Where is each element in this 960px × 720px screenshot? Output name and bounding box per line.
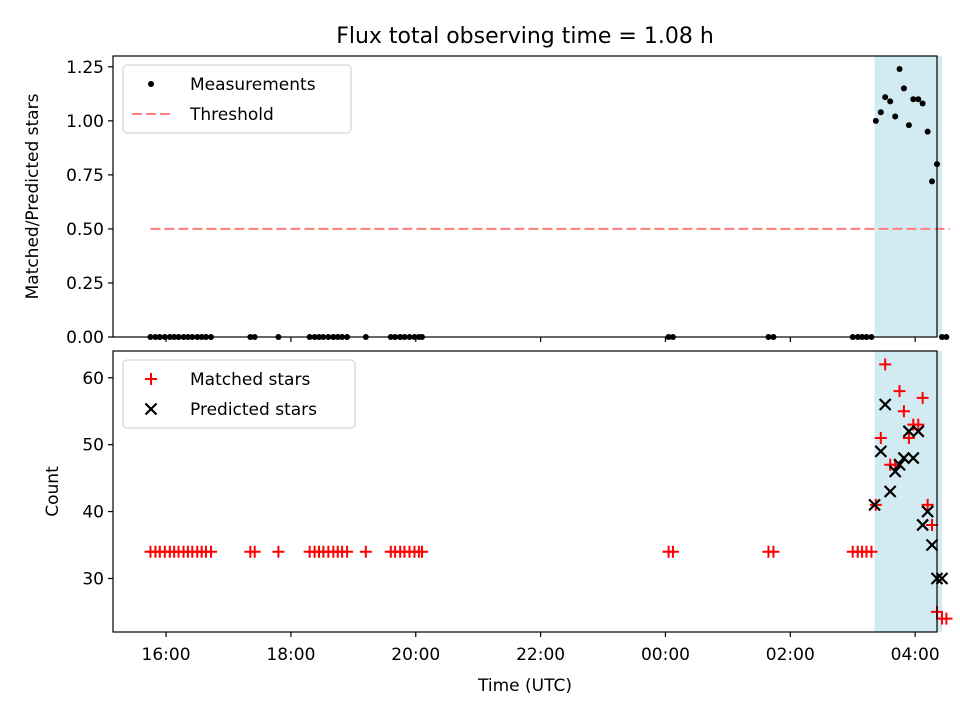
- x-tick-label: 00:00: [641, 645, 690, 665]
- predicted-star-point: [893, 458, 906, 472]
- legend-predicted-swatch: [144, 402, 158, 416]
- matched-star-point: [940, 612, 953, 625]
- x-tick-label: 18:00: [266, 645, 315, 665]
- matched-star-point: [205, 545, 218, 558]
- legend-box: [122, 64, 352, 134]
- matched-star-point: [865, 545, 878, 558]
- measurement-point: [900, 85, 907, 92]
- x-tick-label: 02:00: [766, 645, 815, 665]
- legend-box: [122, 359, 356, 429]
- x-tick-label: 04:00: [891, 645, 940, 665]
- predicted-star-point: [902, 425, 916, 438]
- matched-star-point: [897, 405, 910, 418]
- measurement-point: [877, 109, 884, 116]
- matched-star-point: [916, 391, 929, 404]
- measurement-point: [892, 113, 899, 120]
- matched-star-point: [912, 418, 925, 431]
- measurement-point: [882, 94, 889, 101]
- plot-frame: [112, 55, 938, 338]
- measurement-point: [938, 334, 945, 340]
- measurement-point: [919, 100, 926, 107]
- matched-star-point: [926, 518, 939, 531]
- predicted-star-point: [868, 498, 881, 512]
- y-axis-label: Matched/Predicted stars: [23, 93, 43, 299]
- series-predicted-stars: [868, 398, 949, 585]
- matched-star-point: [359, 545, 372, 558]
- matched-star-point: [341, 545, 354, 558]
- matched-star-point: [879, 358, 892, 371]
- x-tick-label: 22:00: [516, 645, 565, 665]
- predicted-star-point: [925, 538, 939, 552]
- chart-title: Flux total observing time = 1.08 h: [336, 24, 714, 49]
- y-tick-label: 40: [82, 503, 104, 523]
- top-panel: 0.00 0.25 0.50 0.75 1.00 1.25 Matched/Predicte…: [23, 55, 950, 348]
- measurement-point: [929, 178, 936, 185]
- y-tick-label: 30: [82, 569, 104, 589]
- legend-matched-swatch: [145, 373, 157, 385]
- bottom-panel: 30 40 50 60 16:00 18:00 20:00 22:00 00:00 02:00 04…: [43, 350, 953, 665]
- series-matched-stars: [144, 358, 953, 625]
- y-axis-label: Count: [43, 466, 63, 517]
- legend-label: Measurements: [190, 75, 316, 95]
- predicted-star-point: [916, 518, 929, 532]
- y-tick-label: 0.75: [66, 166, 104, 186]
- matched-star-point: [416, 545, 428, 558]
- plot-frame: [112, 350, 938, 633]
- y-tick-label: 1.25: [66, 58, 104, 78]
- matched-star-point: [272, 545, 285, 558]
- matched-star-point: [902, 431, 915, 444]
- legend-label: Predicted stars: [190, 400, 317, 420]
- matched-star-point: [248, 545, 261, 558]
- measurement-point: [910, 96, 917, 103]
- predicted-star-point: [883, 485, 897, 498]
- observing-window-shade: [874, 56, 942, 337]
- x-axis-label: Time (UTC): [477, 676, 572, 696]
- predicted-star-point: [888, 465, 902, 478]
- matched-star-point: [893, 385, 906, 398]
- predicted-star-point: [935, 572, 949, 585]
- predicted-star-point: [921, 505, 934, 518]
- y-tick-label: 1.00: [66, 112, 104, 132]
- matched-star-point: [666, 545, 679, 558]
- measurement-point: [896, 65, 903, 72]
- predicted-star-point: [874, 445, 888, 458]
- matched-star-point: [921, 498, 934, 511]
- predicted-star-point: [907, 451, 920, 465]
- legend-measurement-swatch: [148, 81, 154, 87]
- measurement-point: [872, 117, 879, 124]
- measurement-point: [943, 334, 950, 340]
- measurement-point: [915, 96, 922, 103]
- legend-label: Threshold: [189, 105, 274, 125]
- matched-star-point: [874, 431, 887, 444]
- matched-star-point: [767, 545, 780, 558]
- measurement-point: [924, 128, 931, 135]
- legend-label: Matched stars: [190, 370, 310, 390]
- x-tick-label: 20:00: [391, 645, 440, 665]
- measurement-point: [887, 98, 894, 105]
- observing-window-shade: [874, 351, 942, 632]
- predicted-star-point: [911, 425, 925, 438]
- measurement-point: [905, 122, 912, 129]
- y-tick-label: 50: [82, 436, 104, 456]
- y-tick-label: 0.00: [66, 328, 104, 348]
- predicted-star-point: [878, 398, 892, 411]
- y-tick-label: 0.50: [66, 220, 104, 240]
- predicted-star-point: [897, 451, 911, 465]
- x-tick-label: 16:00: [142, 645, 191, 665]
- y-tick-label: 60: [82, 369, 104, 389]
- y-tick-label: 0.25: [66, 274, 104, 294]
